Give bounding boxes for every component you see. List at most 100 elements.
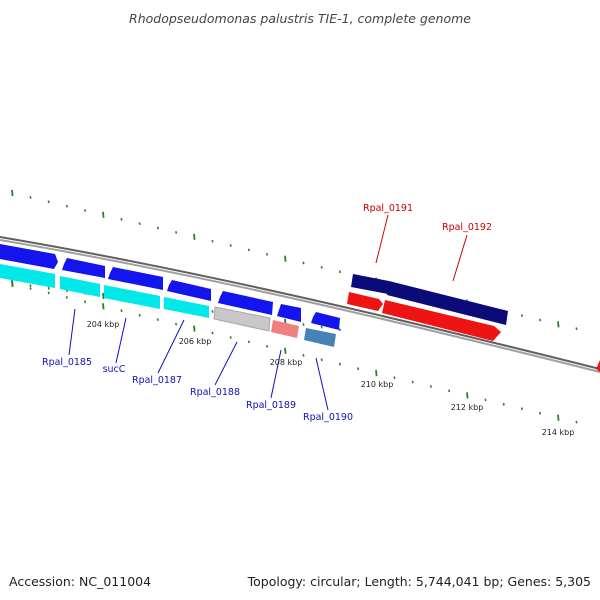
- gene-arrow[interactable]: [347, 292, 383, 311]
- minor-tick: [211, 331, 214, 335]
- scale-label: 214 kbp: [542, 428, 575, 437]
- gene-arrow[interactable]: [62, 258, 105, 278]
- major-tick: [375, 370, 378, 377]
- minor-tick: [302, 323, 305, 326]
- scale-label: 212 kbp: [451, 403, 484, 412]
- gene-label-rpal0189[interactable]: Rpal_0189: [246, 400, 296, 411]
- map-title: Rhodopseudomonas palustris TIE-1, comple…: [129, 11, 471, 26]
- minor-tick: [429, 385, 432, 388]
- gene-label-rpal0188[interactable]: Rpal_0188: [190, 387, 240, 398]
- gene-label-rpal0185[interactable]: Rpal_0185: [42, 357, 92, 368]
- gene-label-rpal0190[interactable]: Rpal_0190: [303, 412, 353, 423]
- minor-tick: [156, 318, 159, 321]
- minor-tick: [175, 231, 178, 234]
- major-tick: [284, 347, 287, 354]
- label-leaders: [68, 214, 468, 411]
- gene-arrow[interactable]: [104, 285, 160, 309]
- minor-tick: [338, 328, 341, 332]
- major-tick: [102, 211, 105, 218]
- gene-label-rpal0191[interactable]: Rpal_0191: [363, 203, 413, 214]
- minor-tick: [47, 200, 50, 204]
- minor-tick: [539, 411, 542, 415]
- minor-tick: [84, 209, 87, 212]
- major-tick: [102, 303, 105, 310]
- leader-line: [214, 341, 238, 386]
- gene-arrow[interactable]: [277, 304, 301, 322]
- minor-tick: [266, 252, 269, 256]
- leader-line: [452, 234, 468, 282]
- leader-line: [375, 214, 389, 264]
- gene-arrow[interactable]: [108, 267, 163, 290]
- minor-tick: [338, 362, 341, 366]
- minor-tick: [84, 300, 87, 304]
- minor-tick: [156, 226, 159, 230]
- genome-backbone-outer: [0, 236, 600, 370]
- genome-backbone-inner: [0, 239, 600, 373]
- accession-text: Accession: NC_011004: [9, 574, 151, 589]
- scale-label: 204 kbp: [87, 320, 120, 329]
- major-tick: [466, 392, 469, 399]
- minor-tick: [266, 345, 269, 348]
- gene-arrow[interactable]: [596, 360, 600, 372]
- minor-tick: [302, 353, 305, 357]
- gene-arrow[interactable]: [60, 276, 100, 297]
- genome-summary-text: Topology: circular; Length: 5,744,041 bp…: [247, 574, 591, 589]
- gene-label-succ[interactable]: sucC: [103, 364, 126, 375]
- gene-arrow[interactable]: [167, 280, 211, 301]
- minor-tick: [138, 222, 141, 225]
- minor-tick: [65, 296, 68, 299]
- minor-tick: [575, 420, 578, 424]
- leader-line: [68, 308, 76, 356]
- leader-line: [270, 349, 282, 399]
- gene-arrow[interactable]: [0, 264, 55, 288]
- minor-tick: [211, 310, 214, 313]
- gene-arrow[interactable]: [382, 300, 501, 341]
- major-tick: [284, 255, 287, 262]
- minor-tick: [320, 358, 323, 362]
- minor-tick: [138, 313, 141, 317]
- leader-line: [115, 317, 127, 364]
- minor-tick: [302, 261, 305, 265]
- minor-tick: [175, 322, 178, 326]
- major-tick: [11, 280, 14, 288]
- minor-tick: [411, 380, 414, 384]
- lower-tick-row: [11, 280, 578, 424]
- scale-label: 210 kbp: [361, 380, 394, 389]
- minor-tick: [539, 318, 542, 322]
- gene-arrow[interactable]: [218, 291, 273, 315]
- major-tick: [193, 325, 196, 332]
- major-tick: [193, 233, 196, 240]
- minor-tick: [120, 309, 123, 313]
- minor-tick: [29, 287, 32, 290]
- gene-arrow[interactable]: [387, 281, 508, 325]
- major-tick: [557, 414, 560, 421]
- minor-tick: [229, 336, 232, 339]
- minor-tick: [520, 314, 523, 317]
- gene-label-rpal0192[interactable]: Rpal_0192: [442, 222, 492, 233]
- minor-tick: [520, 407, 523, 411]
- minor-tick: [357, 367, 360, 371]
- minor-tick: [211, 239, 214, 243]
- minor-tick: [47, 286, 50, 290]
- minor-tick: [502, 402, 505, 406]
- scale-label: 208 kbp: [270, 358, 303, 367]
- major-tick: [102, 292, 105, 300]
- minor-tick: [29, 284, 32, 287]
- gene-label-rpal0187[interactable]: Rpal_0187: [132, 375, 182, 386]
- gene-arrow[interactable]: [271, 320, 299, 338]
- gene-arrow[interactable]: [0, 244, 58, 269]
- major-tick: [557, 321, 560, 328]
- minor-tick: [247, 340, 250, 344]
- gene-arrow[interactable]: [213, 306, 271, 332]
- gene-arrow[interactable]: [311, 312, 340, 330]
- minor-tick: [320, 266, 323, 269]
- minor-tick: [65, 204, 68, 208]
- minor-tick: [448, 389, 451, 393]
- gene-arrow[interactable]: [351, 274, 389, 294]
- gene-track: [0, 244, 600, 372]
- leader-line: [315, 357, 329, 411]
- gene-arrow[interactable]: [304, 328, 336, 347]
- scale-label: 206 kbp: [179, 337, 212, 346]
- gene-arrow[interactable]: [164, 297, 209, 318]
